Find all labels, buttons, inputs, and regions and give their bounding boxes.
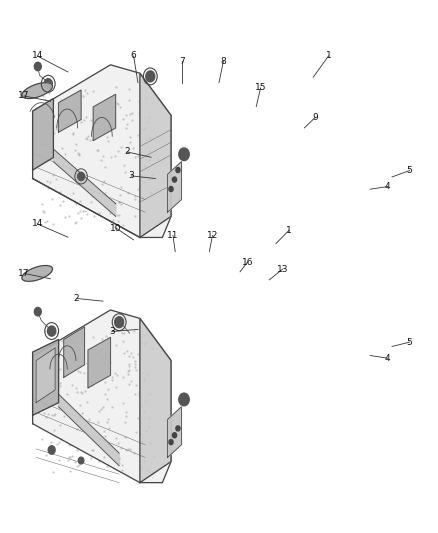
- Polygon shape: [33, 310, 171, 483]
- Text: 13: 13: [277, 265, 288, 273]
- Polygon shape: [22, 265, 53, 281]
- Circle shape: [48, 446, 55, 454]
- Text: 12: 12: [207, 231, 218, 240]
- Text: 7: 7: [179, 57, 185, 66]
- Circle shape: [173, 433, 177, 438]
- Text: 4: 4: [385, 182, 390, 191]
- Polygon shape: [22, 83, 53, 99]
- Text: 5: 5: [406, 338, 413, 346]
- Circle shape: [78, 457, 84, 464]
- Polygon shape: [33, 340, 59, 415]
- Circle shape: [44, 79, 53, 89]
- Text: 14: 14: [32, 220, 43, 228]
- Text: 8: 8: [220, 57, 226, 66]
- Circle shape: [146, 71, 155, 82]
- Polygon shape: [33, 65, 171, 238]
- Polygon shape: [88, 337, 110, 388]
- Circle shape: [176, 426, 180, 431]
- Circle shape: [169, 440, 173, 445]
- Text: 17: 17: [18, 269, 30, 278]
- Circle shape: [169, 187, 173, 191]
- Text: 2: 2: [124, 148, 130, 156]
- Text: 15: 15: [255, 84, 266, 92]
- Text: 16: 16: [242, 258, 253, 266]
- Polygon shape: [59, 394, 119, 466]
- Text: 17: 17: [18, 92, 30, 100]
- Text: 6: 6: [131, 52, 137, 60]
- Polygon shape: [53, 149, 116, 216]
- Text: 3: 3: [109, 327, 115, 336]
- Polygon shape: [93, 94, 116, 141]
- Circle shape: [173, 177, 177, 182]
- Circle shape: [78, 172, 85, 181]
- Circle shape: [179, 148, 189, 160]
- Text: 10: 10: [110, 224, 122, 232]
- Text: 5: 5: [406, 166, 413, 175]
- Text: 1: 1: [286, 226, 292, 235]
- Circle shape: [176, 167, 180, 173]
- Text: 3: 3: [128, 172, 134, 180]
- Circle shape: [179, 393, 189, 406]
- Polygon shape: [33, 99, 53, 170]
- Text: 9: 9: [312, 113, 318, 122]
- Polygon shape: [64, 327, 85, 377]
- Text: 2: 2: [74, 294, 79, 303]
- Polygon shape: [59, 90, 81, 132]
- Polygon shape: [140, 73, 171, 238]
- Text: 14: 14: [32, 52, 43, 60]
- Text: 4: 4: [385, 354, 390, 362]
- Text: 11: 11: [167, 231, 179, 240]
- Circle shape: [115, 317, 124, 328]
- Circle shape: [34, 62, 41, 71]
- Circle shape: [34, 308, 41, 316]
- Circle shape: [47, 326, 56, 336]
- Polygon shape: [168, 161, 181, 212]
- Polygon shape: [168, 407, 181, 457]
- Polygon shape: [140, 318, 171, 483]
- Polygon shape: [36, 348, 55, 402]
- Text: 1: 1: [325, 52, 332, 60]
